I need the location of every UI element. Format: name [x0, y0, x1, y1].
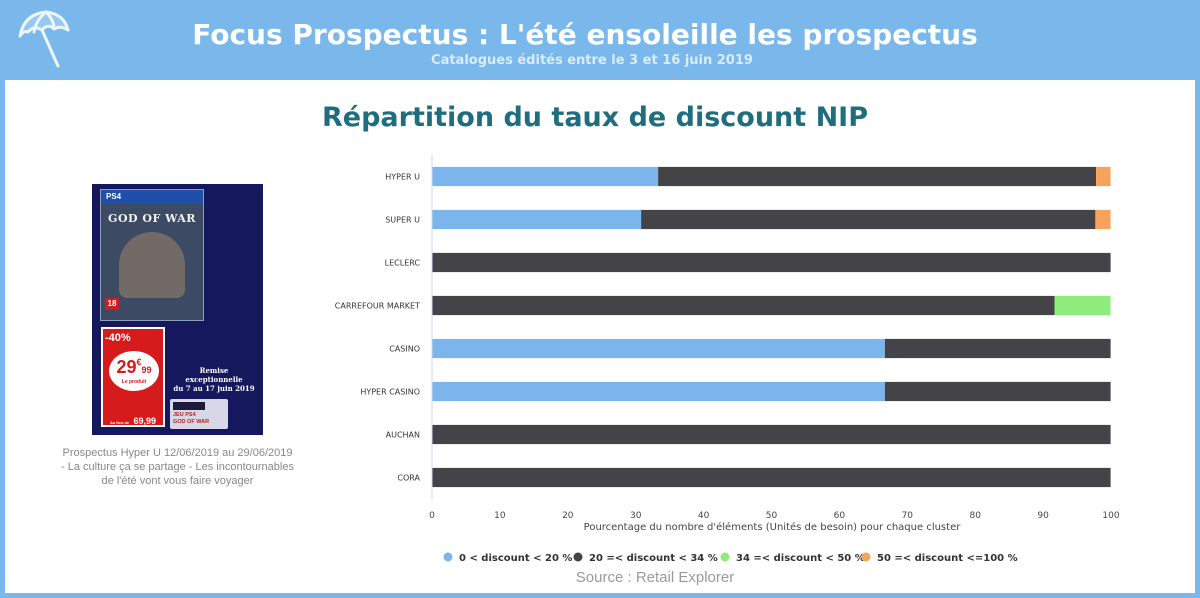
category-label: CASINO — [389, 345, 420, 354]
bar-segment — [432, 295, 1055, 316]
page-title: Focus Prospectus : L'été ensoleille les … — [192, 18, 978, 51]
bar-segment — [432, 424, 1111, 445]
old-price-prefix: Au lieu de — [109, 420, 130, 425]
legend-marker — [573, 552, 583, 562]
product-label-line-2: GOD OF WAR — [173, 419, 210, 425]
offer-line-1: Remise — [199, 366, 229, 375]
bar-segment — [1096, 166, 1111, 187]
header: Focus Prospectus : L'été ensoleille les … — [0, 0, 1200, 80]
offer-text: Remise exceptionnelle du 7 au 17 juin 20… — [168, 366, 260, 393]
bar-segment — [432, 252, 1111, 273]
game-box: PS4 GOD OF WAR 18 — [100, 189, 204, 321]
legend-item[interactable]: 34 =< discount < 50 % — [720, 552, 865, 565]
x-tick-label: 60 — [834, 511, 846, 521]
bar-segment — [1054, 295, 1111, 316]
promo-caption: Prospectus Hyper U 12/06/2019 au 29/06/2… — [61, 447, 294, 487]
game-art — [119, 232, 185, 298]
bars — [431, 166, 1112, 488]
offer-line-2: exceptionnelle — [185, 375, 243, 384]
category-label: CARREFOUR MARKET — [335, 302, 420, 311]
legend-item[interactable]: 20 =< discount < 34 % — [573, 552, 718, 565]
bar-segment — [884, 381, 1111, 402]
category-label: LECLERC — [385, 259, 421, 268]
x-tick-label: 80 — [969, 511, 981, 521]
bar-segment — [1095, 209, 1111, 230]
legend-marker — [720, 552, 730, 562]
content-panel: Répartition du taux de discount NIP PS4 … — [5, 80, 1195, 593]
bar-segment — [432, 209, 642, 230]
legend-label: 34 =< discount < 50 % — [736, 553, 865, 564]
x-tick-label: 10 — [494, 511, 506, 521]
x-tick-label: 50 — [766, 511, 778, 521]
page-subtitle: Catalogues édités entre le 3 et 16 juin … — [431, 53, 753, 68]
age-rating: 18 — [105, 298, 119, 310]
legend-label: 0 < discount < 20 % — [459, 553, 572, 564]
offer-line-3: du 7 au 17 juin 2019 — [173, 384, 255, 393]
old-price-value: 69,99 — [133, 416, 157, 426]
umbrella-icon — [18, 10, 70, 68]
category-label: CORA — [397, 474, 420, 483]
platform-label: PS4 — [106, 192, 122, 201]
price-sticker: -40% 29€99 Le produit Au lieu de 69,99 — [101, 327, 165, 427]
price-unit: Le produit — [121, 379, 147, 385]
bar-segment — [641, 209, 1096, 230]
product-label-ps4 — [173, 402, 205, 410]
x-tick-label: 100 — [1102, 511, 1119, 521]
legend-item[interactable]: 50 =< discount <=100 % — [861, 552, 1018, 565]
category-label: HYPER CASINO — [360, 388, 420, 397]
bar-segment — [432, 166, 659, 187]
price-circle — [109, 351, 159, 391]
legend: 0 < discount < 20 % 20 =< discount < 34 %… — [443, 552, 1018, 565]
game-title: GOD OF WAR — [108, 212, 196, 225]
discount-badge: -40% — [105, 332, 131, 344]
price-currency: € — [136, 357, 142, 367]
bar-segment — [658, 166, 1097, 187]
old-price: Au lieu de 69,99 — [103, 411, 163, 429]
x-tick-label: 40 — [698, 511, 710, 521]
category-label: SUPER U — [385, 216, 420, 225]
bar-segment — [884, 338, 1111, 359]
legend-marker — [861, 552, 871, 562]
ps4-banner: PS4 — [101, 190, 203, 204]
legend-item[interactable]: 0 < discount < 20 % — [443, 552, 573, 565]
source-label: Source : Retail Explorer — [575, 569, 735, 586]
x-tick-label: 20 — [562, 511, 574, 521]
x-tick-labels: 0 10 20 30 40 50 60 70 80 90 100 — [429, 511, 1120, 521]
bar-segment — [432, 381, 885, 402]
bar-segment — [432, 338, 885, 359]
product-label-line-1: JEU PS4 — [173, 412, 196, 418]
category-labels: HYPER U SUPER U LECLERC CARREFOUR MARKET CAS… — [335, 173, 421, 483]
bar-segment — [432, 467, 1111, 488]
x-tick-label: 0 — [429, 511, 435, 521]
promo-image: PS4 GOD OF WAR 18 -40% 29€99 Le produit … — [92, 184, 263, 435]
legend-label: 20 =< discount < 34 % — [589, 553, 718, 564]
price: 29€99 — [109, 357, 159, 378]
chart-title: Répartition du taux de discount NIP — [322, 102, 868, 133]
category-label: AUCHAN — [386, 431, 420, 440]
x-axis-label: Pourcentage du nombre d'éléments (Unités… — [584, 521, 962, 533]
price-cents: 99 — [141, 365, 152, 375]
category-label: HYPER U — [385, 173, 420, 182]
product-label: JEU PS4 GOD OF WAR — [170, 399, 228, 429]
x-tick-label: 70 — [902, 511, 914, 521]
x-tick-label: 30 — [630, 511, 642, 521]
price-main: 29 — [116, 357, 137, 377]
legend-label: 50 =< discount <=100 % — [877, 553, 1018, 564]
legend-marker — [443, 552, 453, 562]
x-tick-label: 90 — [1037, 511, 1049, 521]
